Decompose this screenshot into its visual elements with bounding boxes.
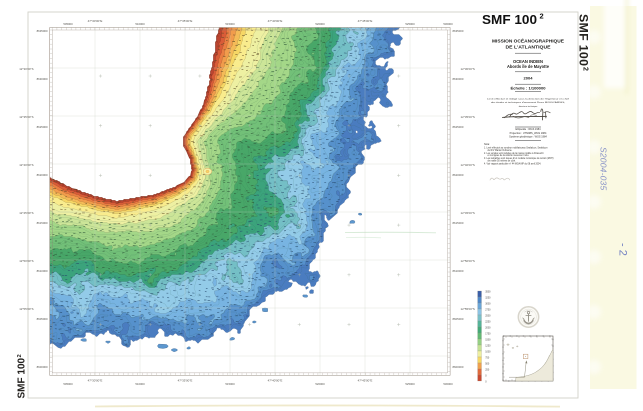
svg-text:SMF 100: SMF 100 [577,14,591,66]
svg-text:Projection : UTM38S_WGS 1984: Projection : UTM38S_WGS 1984 [510,132,547,135]
svg-text:1250: 1250 [485,345,491,348]
svg-text:47°40'00"E: 47°40'00"E [268,379,283,383]
svg-text:- 2: - 2 [617,243,629,256]
svg-text:Système géodésique : WGS 1984: Système géodésique : WGS 1984 [509,135,547,138]
svg-text:MISSION OCÉANOGRAPHIQUE: MISSION OCÉANOGRAPHIQUE [492,39,564,44]
svg-text:520000: 520000 [315,382,325,386]
svg-text:DE L'ATLANTIQUE: DE L'ATLANTIQUE [506,45,551,50]
svg-text:4. Voir rapport particulier n: 4. Voir rapport particulier n° 44 MOA/NP… [484,163,542,166]
svg-text:SMF 100: SMF 100 [482,12,537,27]
svg-text:47°35'00"E: 47°35'00"E [178,19,193,23]
svg-text:510000: 510000 [135,22,145,26]
svg-text:1. Levé effectué au sondeur m: 1. Levé effectué au sondeur multifaiscea… [484,146,548,149]
svg-text:8635000: 8635000 [453,29,464,33]
svg-text:8625000: 8625000 [37,125,48,129]
svg-text:515000: 515000 [225,22,235,26]
svg-text:8615000: 8615000 [453,221,464,225]
svg-text:8630000: 8630000 [453,77,464,81]
svg-text:530000: 530000 [443,22,453,26]
svg-text:2: 2 [582,67,589,71]
svg-text:S2004-035: S2004-035 [599,147,609,190]
svg-text:12°45'00"S: 12°45'00"S [19,211,33,215]
svg-text:525000: 525000 [405,382,415,386]
svg-text:Abords île de Mayotte: Abords île de Mayotte [507,64,550,69]
svg-text:8625000: 8625000 [453,125,464,129]
svg-text:500: 500 [485,363,490,366]
svg-text:12°30'00"S: 12°30'00"S [19,67,33,71]
svg-text:Levé effectué et rédigé sous l: Levé effectué et rédigé sous la directio… [487,98,570,101]
svg-text:2: 2 [17,354,23,357]
svg-text:8615000: 8615000 [37,221,48,225]
svg-text:2000: 2000 [485,327,491,330]
svg-text:0: 0 [485,375,487,378]
svg-text:du R/V Marion Dufresne.: du R/V Marion Dufresne. [488,149,513,152]
svg-text:2500: 2500 [485,315,491,318]
svg-text:12°50'00"S: 12°50'00"S [19,259,33,263]
svg-text:750: 750 [485,357,490,360]
svg-text:47°35'00"E: 47°35'00"E [178,379,193,383]
svg-text:505000: 505000 [63,22,73,26]
svg-text:47°30'00"E: 47°30'00"E [88,19,103,23]
svg-text:Échelle : 1/100000: Échelle : 1/100000 [511,86,547,91]
svg-text:8610000: 8610000 [453,269,464,273]
svg-text:2004: 2004 [524,76,534,81]
svg-text:OCEAN INDIEN: OCEAN INDIEN [513,59,543,64]
svg-text:0: 0 [485,381,487,384]
svg-text:8600000: 8600000 [453,365,464,369]
svg-text:12°50'00"S: 12°50'00"S [461,259,475,263]
svg-text:47°45'00"E: 47°45'00"E [358,379,373,383]
svg-text:520000: 520000 [315,22,325,26]
svg-text:8620000: 8620000 [37,173,48,177]
svg-text:8600000: 8600000 [37,365,48,369]
svg-text:8620000: 8620000 [453,173,464,177]
svg-text:47°45'00"E: 47°45'00"E [358,19,373,23]
svg-text:250: 250 [485,369,490,372]
svg-text:530000: 530000 [443,382,453,386]
svg-text:12°55'00"S: 12°55'00"S [461,307,475,311]
svg-text:3000: 3000 [485,303,491,306]
svg-text:525000: 525000 [405,22,415,26]
svg-text:8605000: 8605000 [37,317,48,321]
svg-text:8605000: 8605000 [453,317,464,321]
svg-text:Ellipsoide : WGS 1984: Ellipsoide : WGS 1984 [515,128,541,131]
svg-text:510000: 510000 [135,382,145,386]
svg-text:505000: 505000 [63,382,73,386]
svg-text:SMF 100: SMF 100 [17,357,28,398]
svg-text:47°40'00"E: 47°40'00"E [268,19,283,23]
svg-text:2750: 2750 [485,309,491,312]
svg-text:8635000: 8635000 [37,29,48,33]
svg-text:12°45'00"S: 12°45'00"S [461,211,475,215]
svg-text:8610000: 8610000 [37,269,48,273]
svg-text:1750: 1750 [485,333,491,336]
svg-text:12°35'00"S: 12°35'00"S [461,115,475,119]
svg-text:3. Les isobathes sont issues: 3. Les isobathes sont issues d'un modèle… [484,157,554,160]
svg-text:12°55'00"S: 12°55'00"S [19,307,33,311]
svg-text:47°30'00"E: 47°30'00"E [88,379,103,383]
svg-text:1500: 1500 [485,339,491,342]
svg-text:1000: 1000 [485,351,491,354]
svg-text:12°30'00"S: 12°30'00"S [461,67,475,71]
svg-text:12°40'00"S: 12°40'00"S [19,163,33,167]
svg-text:3500: 3500 [485,291,491,294]
svg-text:8630000: 8630000 [37,77,48,81]
svg-text:et corrigées de la célérité me: et corrigées de la célérité mesurée in s… [488,154,530,157]
svg-text:3250: 3250 [485,297,491,300]
svg-text:515000: 515000 [225,382,235,386]
svg-text:12°35'00"S: 12°35'00"S [19,115,33,119]
svg-text:directeur technique: directeur technique [519,105,538,108]
svg-text:2. Les sondes sont réduites d: 2. Les sondes sont réduites de la marée … [484,152,544,155]
svg-text:de maille 50 mètres de côté.: de maille 50 mètres de côté. [488,160,517,163]
svg-text:12°40'00"S: 12°40'00"S [461,163,475,167]
svg-text:Nota:: Nota: [484,143,490,146]
svg-text:des études et techniques d'arm: des études et techniques d'armement Pier… [491,101,565,104]
svg-text:2: 2 [540,12,544,21]
svg-text:2250: 2250 [485,321,491,324]
